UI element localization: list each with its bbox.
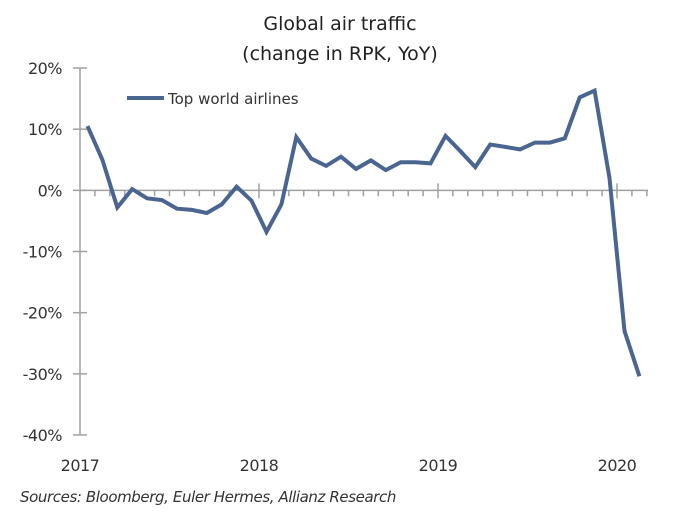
chart-title-line-2: (change in RPK, YoY) (242, 43, 438, 65)
legend-label: Top world airlines (167, 90, 299, 108)
series-line-top-world-airlines (85, 87, 642, 377)
y-tick-label: 10% (28, 120, 62, 139)
legend: Top world airlines (127, 90, 299, 108)
y-tick-label: -10% (23, 243, 63, 262)
x-tick-label: 2019 (419, 456, 458, 475)
source-note: Sources: Bloomberg, Euler Hermes, Allian… (20, 488, 396, 506)
y-tick-label: 20% (28, 59, 62, 78)
x-tick-label: 2020 (598, 456, 637, 475)
y-tick-label: -40% (23, 426, 63, 445)
x-tick-label: 2018 (240, 456, 279, 475)
x-tick-label: 2017 (61, 456, 100, 475)
chart-title-line-1: Global air traffic (263, 13, 416, 35)
y-tick-label: -20% (23, 304, 63, 323)
y-tick-label: 0% (38, 181, 63, 200)
y-tick-label: -30% (23, 365, 63, 384)
